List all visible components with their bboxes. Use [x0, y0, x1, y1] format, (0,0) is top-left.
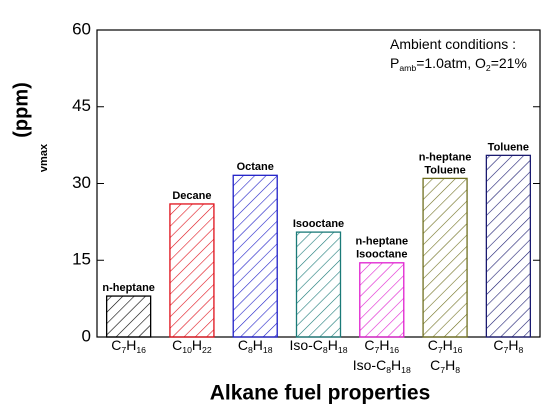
- label-text: C7H8: [430, 357, 460, 375]
- subscript: 18: [263, 345, 273, 355]
- text-part: H: [445, 357, 455, 373]
- text-part: Iso-C: [289, 337, 322, 353]
- bar-label: n-heptane: [102, 282, 155, 294]
- y-tick-label: 45: [72, 96, 91, 115]
- text-part: =21%: [491, 55, 527, 71]
- text-part: H: [508, 337, 518, 353]
- bar: [232, 174, 278, 338]
- label-text: C7H16: [428, 337, 463, 355]
- subscript: 8: [518, 345, 523, 355]
- subscript: 7: [440, 365, 445, 375]
- subscript: 16: [136, 345, 146, 355]
- y-tick-label: 15: [72, 250, 91, 269]
- text-part: C: [428, 337, 438, 353]
- subscript: 16: [389, 345, 399, 355]
- bar: [422, 177, 468, 338]
- subscript: 22: [202, 345, 212, 355]
- text-part: =1.0atm, O: [416, 55, 486, 71]
- subscript: 16: [453, 345, 463, 355]
- text-part: C: [111, 337, 121, 353]
- y-axis-label-sub: vmax: [38, 143, 50, 172]
- x-axis-label: Alkane fuel properties: [210, 382, 431, 405]
- subscript: amb: [399, 63, 416, 73]
- label-text: C10H22: [172, 337, 212, 355]
- y-tick-label: 60: [72, 19, 91, 38]
- bar-label: Decane: [172, 190, 211, 202]
- bar-label: Isooctane: [356, 249, 407, 261]
- text-part: H: [192, 337, 202, 353]
- label-text: C7H16: [364, 337, 399, 355]
- label-text: C7H16: [111, 337, 146, 355]
- bar: [169, 203, 215, 338]
- subscript: 10: [182, 345, 192, 355]
- subscript: 8: [455, 365, 460, 375]
- bar-label: Isooctane: [293, 218, 344, 230]
- subscript: 18: [338, 345, 348, 355]
- text-part: C: [430, 357, 440, 373]
- y-tick-label: 30: [72, 173, 91, 192]
- text-part: Ambient conditions :: [390, 36, 516, 52]
- label-text: Pamb=1.0atm, O2=21%: [390, 55, 527, 73]
- text-part: H: [443, 337, 453, 353]
- label-text: C8H18: [238, 337, 273, 355]
- bar-label: Toluene: [488, 141, 529, 153]
- bar-label: n-heptane: [419, 151, 472, 163]
- text-part: H: [253, 337, 263, 353]
- text-part: P: [390, 55, 399, 71]
- text-part: H: [328, 337, 338, 353]
- label-text: C7H8: [493, 337, 523, 355]
- text-part: C: [238, 337, 248, 353]
- subscript: 8: [248, 345, 253, 355]
- label-text: Ambient conditions :: [390, 36, 516, 52]
- subscript: 7: [504, 345, 509, 355]
- subscript: 8: [323, 345, 328, 355]
- label-text: Iso-C8H18: [289, 337, 347, 355]
- bar-label: Toluene: [424, 164, 465, 176]
- bar: [485, 154, 532, 338]
- text-part: H: [391, 357, 401, 373]
- bar: [359, 262, 405, 338]
- subscript: 18: [401, 365, 411, 375]
- bar: [295, 231, 342, 338]
- subscript: 7: [121, 345, 126, 355]
- subscript: 2: [486, 63, 491, 73]
- text-part: C: [493, 337, 503, 353]
- subscript: 8: [386, 365, 391, 375]
- label-text: Iso-C8H18: [353, 357, 411, 375]
- text-part: H: [379, 337, 389, 353]
- subscript: 7: [375, 345, 380, 355]
- text-part: H: [126, 337, 136, 353]
- bar-label: n-heptane: [356, 236, 409, 248]
- text-part: C: [172, 337, 182, 353]
- bar: [105, 295, 152, 338]
- y-axis-label: (ppm): [10, 82, 32, 138]
- bar-label: Octane: [237, 161, 274, 173]
- subscript: 7: [438, 345, 443, 355]
- text-part: Iso-C: [353, 357, 386, 373]
- text-part: C: [364, 337, 374, 353]
- y-tick-label: 0: [82, 326, 91, 345]
